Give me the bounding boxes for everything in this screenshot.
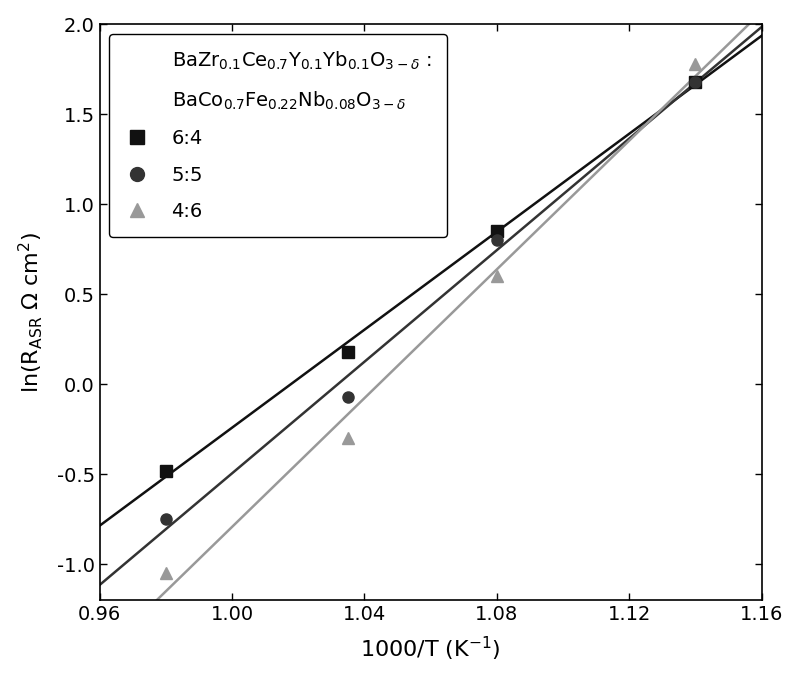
X-axis label: 1000/T (K$^{-1}$): 1000/T (K$^{-1}$)	[360, 635, 501, 663]
Legend: BaZr$_{0.1}$Ce$_{0.7}$Y$_{0.1}$Yb$_{0.1}$O$_{3-\delta}$ :, BaCo$_{0.7}$Fe$_{0.22: BaZr$_{0.1}$Ce$_{0.7}$Y$_{0.1}$Yb$_{0.1}…	[110, 34, 446, 237]
Y-axis label: ln(R$_{\rm ASR}$ $\Omega$ cm$^{2}$): ln(R$_{\rm ASR}$ $\Omega$ cm$^{2}$)	[17, 232, 46, 393]
